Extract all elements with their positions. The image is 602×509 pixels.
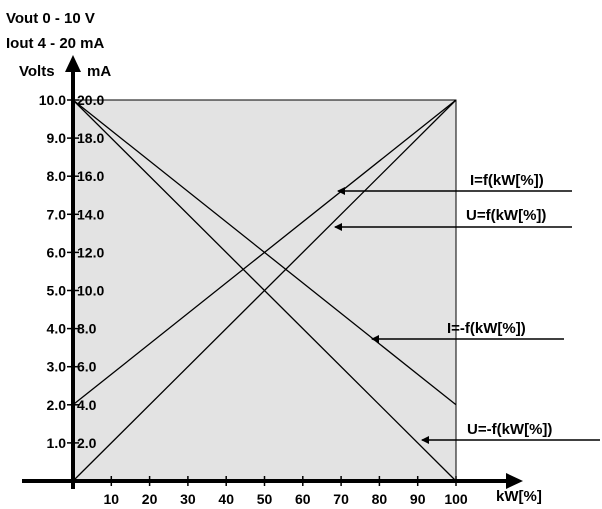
y-tick-label-volts: 8.0: [47, 168, 67, 184]
y-tick-label-volts: 1.0: [47, 435, 67, 451]
ticks-group: 1.0 2.0 2.0 4.0 3.0 6.0 4.0 8.0 5.0 10.0 6.0 12.0 7.…: [39, 92, 468, 507]
y-tick-label-ma: 4.0: [77, 397, 97, 413]
y-tick-label-ma: 18.0: [77, 130, 104, 146]
x-tick-label: 20: [142, 491, 158, 507]
legend-label-3: I=-f(kW[%]): [447, 320, 526, 337]
series-group: [72, 99, 457, 482]
y-axis-arrow: [65, 55, 81, 72]
x-tick-label: 30: [180, 491, 196, 507]
y-tick-label-ma: 12.0: [77, 244, 104, 260]
y-tick-label-volts: 5.0: [47, 283, 67, 299]
x-tick-label: 50: [257, 491, 273, 507]
title-line-1: Vout 0 - 10 V: [6, 10, 95, 27]
y-tick-label-ma: 8.0: [77, 321, 97, 337]
y-tick-label-ma: 14.0: [77, 206, 104, 222]
x-tick-label: 90: [410, 491, 426, 507]
legend-label-2: U=f(kW[%]): [466, 207, 546, 224]
y-tick-label-ma: 10.0: [77, 283, 104, 299]
y-tick-label-volts: 2.0: [47, 397, 67, 413]
y-tick-label-volts: 10.0: [39, 92, 66, 108]
y-tick-label-volts: 3.0: [47, 359, 67, 375]
x-tick-label: 80: [372, 491, 388, 507]
x-axis-arrow: [506, 473, 523, 489]
y-axis-label-ma: mA: [87, 63, 111, 80]
legend-group: I=f(kW[%]) U=f(kW[%]) I=-f(kW[%]) U=-f(kW[%…: [334, 172, 600, 444]
y-tick-label-ma: 20.0: [77, 92, 104, 108]
y-tick-label-volts: 6.0: [47, 244, 67, 260]
title-line-2: Iout 4 - 20 mA: [6, 35, 105, 52]
x-tick-label: 100: [444, 491, 468, 507]
legend-label-4: U=-f(kW[%]): [467, 421, 552, 438]
y-tick-label-volts: 7.0: [47, 206, 67, 222]
series-line-4: [72, 99, 457, 482]
y-axis-label-volts: Volts: [19, 63, 55, 80]
y-tick-label-ma: 6.0: [77, 359, 97, 375]
y-tick-label-volts: 4.0: [47, 321, 67, 337]
legend-label-1: I=f(kW[%]): [470, 172, 544, 189]
x-tick-label: 60: [295, 491, 311, 507]
y-tick-label-ma: 2.0: [77, 435, 97, 451]
x-axis-label: kW[%]: [496, 488, 542, 505]
y-tick-label-ma: 16.0: [77, 168, 104, 184]
y-tick-label-volts: 9.0: [47, 130, 67, 146]
x-tick-label: 10: [104, 491, 120, 507]
x-tick-label: 40: [218, 491, 234, 507]
series-line-3: [72, 99, 457, 406]
x-tick-label: 70: [333, 491, 349, 507]
